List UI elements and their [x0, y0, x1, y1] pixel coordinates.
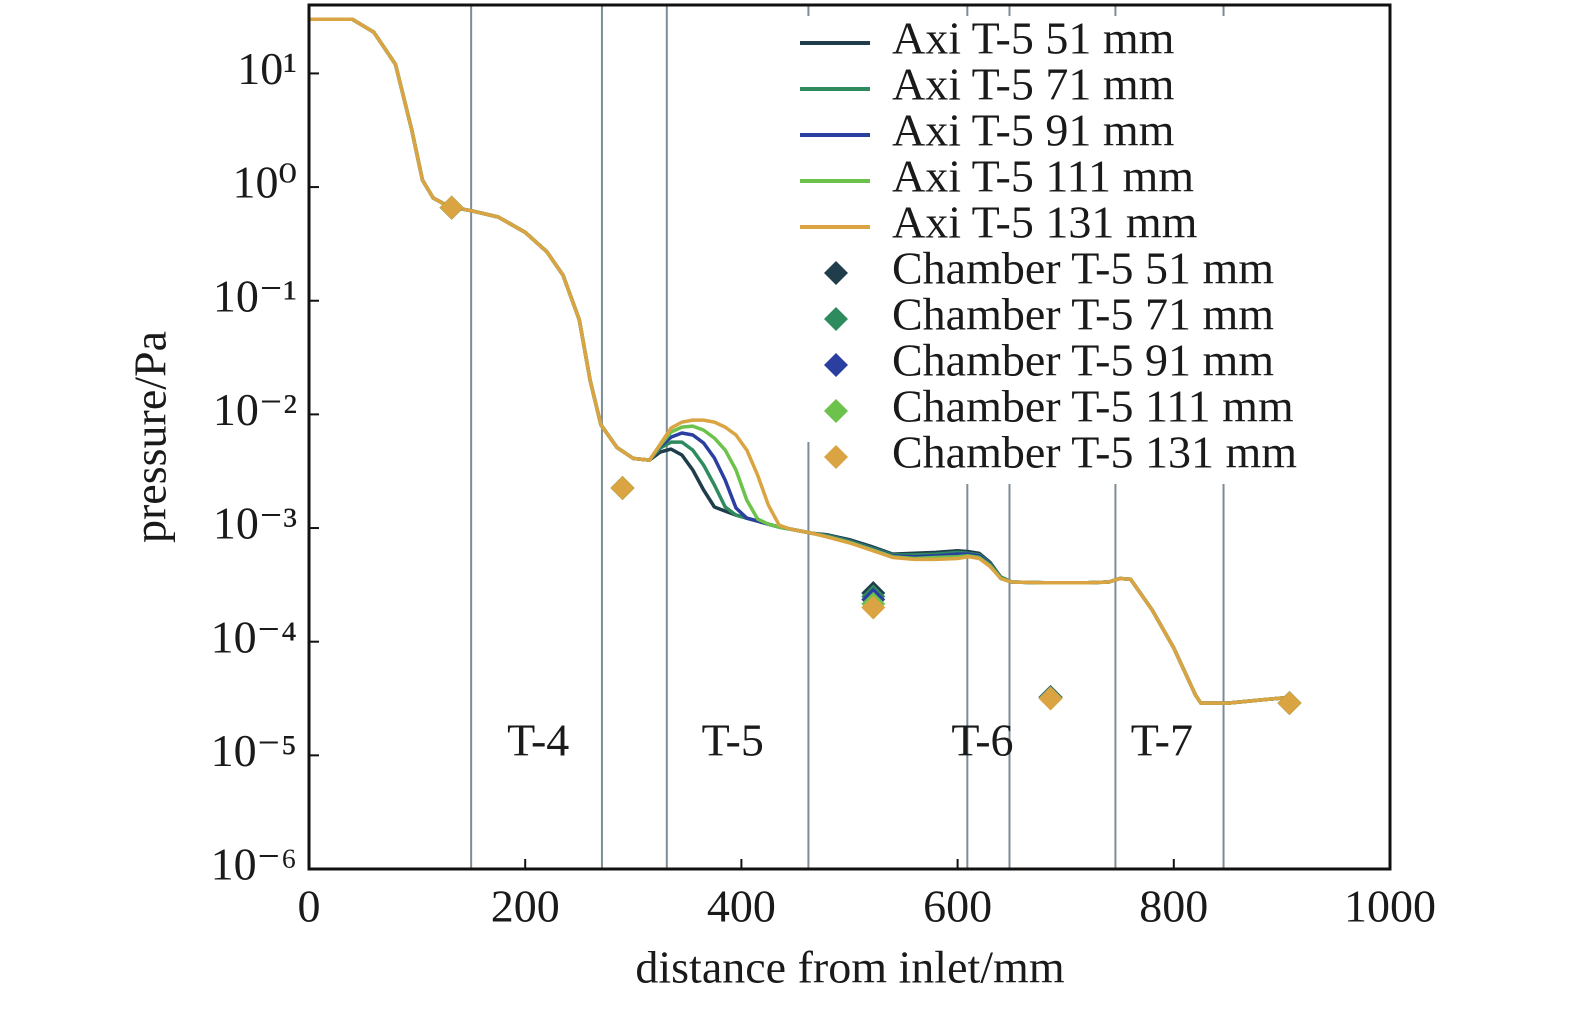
x-tick-label: 600: [923, 881, 992, 932]
x-tick-label: 200: [491, 881, 560, 932]
legend-label: Axi T-5 111 mm: [892, 151, 1194, 202]
legend-background: [815, 440, 1385, 484]
y-tick-label: 10⁰: [233, 157, 297, 208]
legend-background: [795, 16, 1385, 442]
scatter-marker: [1038, 686, 1063, 711]
legend-swatch: [824, 353, 848, 377]
region-label: T-4: [507, 715, 569, 766]
scatter-marker: [861, 595, 886, 620]
legend-label: Chamber T-5 71 mm: [892, 289, 1274, 340]
scatter-marker: [1277, 691, 1302, 716]
y-tick-label: 10⁻⁴: [211, 611, 297, 662]
legend-label: Axi T-5 131 mm: [892, 197, 1198, 248]
x-tick-label: 400: [707, 881, 776, 932]
x-tick-label: 0: [298, 881, 321, 932]
y-tick-label: 10¹: [237, 43, 297, 94]
x-tick-label: 1000: [1344, 881, 1436, 932]
legend-swatch: [824, 399, 848, 423]
y-tick-label: 10⁻²: [213, 384, 297, 435]
region-label: T-5: [702, 715, 764, 766]
legend-label: Chamber T-5 111 mm: [892, 381, 1294, 432]
y-tick-label: 10⁻⁵: [211, 725, 297, 776]
legend-swatch: [824, 307, 848, 331]
legend-label: Axi T-5 51 mm: [892, 13, 1175, 64]
region-label: T-6: [951, 715, 1013, 766]
legend-label: Axi T-5 71 mm: [892, 59, 1175, 110]
x-axis-label: distance from inlet/mm: [635, 942, 1064, 993]
scatter-marker: [439, 195, 464, 220]
legend-label: Chamber T-5 131 mm: [892, 427, 1297, 478]
legend-swatch: [824, 445, 848, 469]
y-axis-label: pressure/Pa: [125, 331, 176, 543]
legend-swatch: [824, 261, 848, 285]
y-tick-label: 10⁻¹: [213, 270, 297, 321]
x-tick-label: 800: [1139, 881, 1208, 932]
series-line: [309, 17, 1293, 705]
y-tick-label: 10⁻⁶: [211, 839, 297, 890]
legend-label: Chamber T-5 91 mm: [892, 335, 1274, 386]
region-label: T-7: [1131, 715, 1193, 766]
scatter-marker: [610, 476, 635, 501]
legend-label: Axi T-5 91 mm: [892, 105, 1175, 156]
y-tick-label: 10⁻³: [213, 498, 297, 549]
plot-frame: [307, 3, 1392, 871]
legend-label: Chamber T-5 51 mm: [892, 243, 1274, 294]
